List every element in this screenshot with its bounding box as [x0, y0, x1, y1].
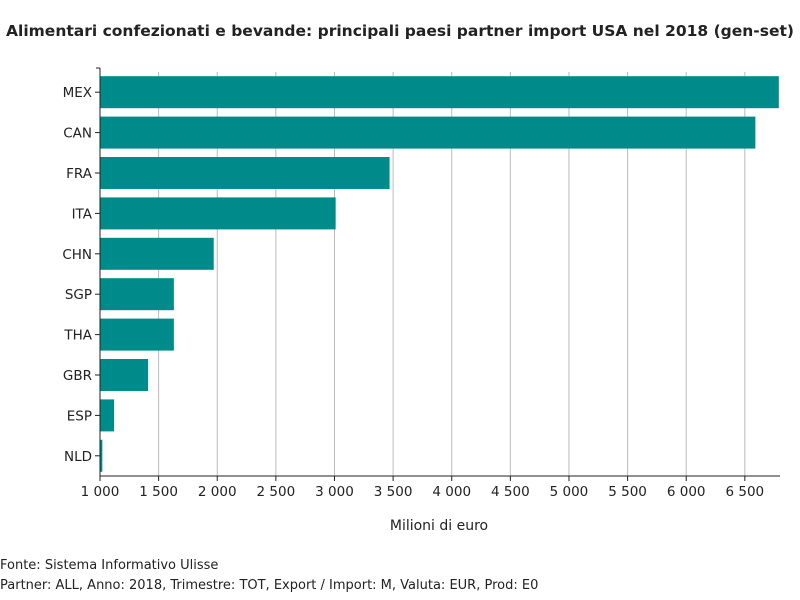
- bar-ita: [100, 197, 336, 230]
- x-tick-label: 4 000: [432, 484, 471, 500]
- x-tick-label: 4 500: [491, 484, 530, 500]
- bar-chn: [100, 237, 214, 270]
- bar-sgp: [100, 278, 174, 311]
- category-label-esp: ESP: [67, 408, 92, 424]
- bar-mex: [100, 76, 779, 109]
- bars: [100, 76, 779, 472]
- x-tick-label: 1 000: [81, 484, 120, 500]
- x-tick-label: 6 500: [725, 484, 764, 500]
- bar-tha: [100, 318, 174, 351]
- bar-gbr: [100, 359, 149, 391]
- parameters-note: Partner: ALL, Anno: 2018, Trimestre: TOT…: [0, 578, 539, 593]
- x-tick-label: 2 500: [257, 484, 296, 500]
- category-label-sgp: SGP: [65, 287, 92, 303]
- x-tick-labels: 1 000 1 500 2 000 2 500 3 000 3 500 4 000 4 500…: [81, 484, 764, 500]
- bar-nld: [100, 439, 103, 472]
- x-tick-label: 5 500: [608, 484, 647, 500]
- bar-can: [100, 116, 756, 149]
- category-label-chn: CHN: [62, 247, 92, 263]
- x-tick-label: 6 000: [667, 484, 706, 500]
- bar-esp: [100, 399, 115, 432]
- x-tick-label: 2 000: [198, 484, 237, 500]
- category-label-can: CAN: [63, 126, 92, 142]
- x-tick-label: 3 000: [315, 484, 354, 500]
- category-label-gbr: GBR: [63, 368, 92, 384]
- category-label-ita: ITA: [72, 206, 93, 222]
- x-tick-label: 3 500: [374, 484, 413, 500]
- bar-fra: [100, 157, 390, 189]
- category-label-mex: MEX: [63, 85, 92, 101]
- y-category-labels: MEX CAN FRA ITA CHN SGP THA GBR ESP NLD: [62, 85, 92, 465]
- source-note: Fonte: Sistema Informativo Ulisse: [0, 558, 219, 573]
- category-label-fra: FRA: [66, 166, 93, 182]
- chart-title: Alimentari confezionati e bevande: princ…: [6, 22, 794, 40]
- category-label-tha: THA: [63, 328, 92, 344]
- category-label-nld: NLD: [64, 449, 92, 465]
- x-tick-label: 5 000: [550, 484, 589, 500]
- x-axis-label: Milioni di euro: [390, 518, 488, 534]
- x-tick-label: 1 500: [139, 484, 178, 500]
- axes: [95, 67, 780, 481]
